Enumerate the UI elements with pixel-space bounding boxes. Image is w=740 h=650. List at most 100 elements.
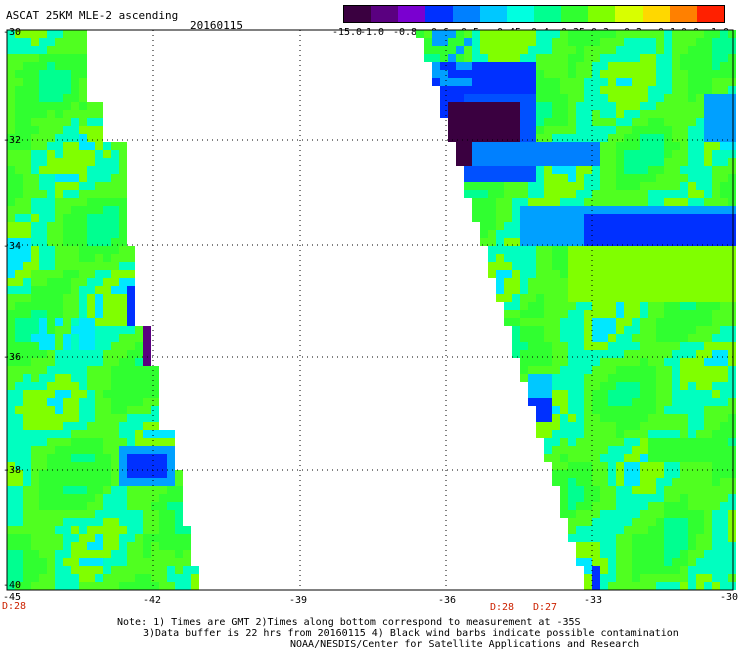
swath-cell: [71, 126, 79, 134]
swath-cell: [680, 30, 688, 38]
swath-cell: [496, 214, 504, 222]
swath-cell: [87, 478, 95, 486]
swath-cell: [488, 182, 496, 190]
swath-cell: [664, 94, 672, 102]
swath-cell: [472, 126, 480, 134]
swath-cell: [143, 350, 151, 358]
swath-cell: [560, 70, 568, 78]
swath-cell: [536, 414, 544, 422]
swath-cell: [520, 334, 528, 342]
swath-cell: [592, 462, 600, 470]
swath-cell: [616, 126, 624, 134]
swath-cell: [680, 558, 688, 566]
swath-cell: [55, 166, 63, 174]
swath-cell: [600, 422, 608, 430]
swath-cell: [496, 150, 504, 158]
swath-cell: [552, 86, 560, 94]
colorbar-swatch: [669, 6, 698, 22]
swath-cell: [47, 102, 55, 110]
swath-cell: [472, 206, 480, 214]
swath-cell: [23, 78, 31, 86]
swath-cell: [608, 574, 616, 582]
swath-cell: [648, 430, 656, 438]
swath-cell: [79, 174, 87, 182]
swath-cell: [39, 270, 47, 278]
swath-cell: [632, 414, 640, 422]
swath-cell: [472, 86, 480, 94]
swath-cell: [664, 438, 672, 446]
swath-cell: [728, 126, 736, 134]
swath-cell: [472, 94, 480, 102]
swath-cell: [151, 470, 159, 478]
swath-cell: [680, 126, 688, 134]
swath-cell: [464, 134, 472, 142]
swath-cell: [664, 86, 672, 94]
swath-cell: [632, 318, 640, 326]
swath-cell: [103, 358, 111, 366]
swath-cell: [528, 310, 536, 318]
swath-cell: [47, 438, 55, 446]
swath-cell: [79, 294, 87, 302]
swath-cell: [712, 374, 720, 382]
swath-cell: [63, 102, 71, 110]
swath-cell: [55, 318, 63, 326]
swath-cell: [512, 54, 520, 62]
swath-cell: [15, 438, 23, 446]
swath-cell: [560, 110, 568, 118]
swath-cell: [7, 470, 15, 478]
swath-cell: [648, 302, 656, 310]
swath-cell: [672, 166, 680, 174]
swath-cell: [512, 70, 520, 78]
swath-cell: [640, 486, 648, 494]
swath-cell: [504, 198, 512, 206]
swath-cell: [79, 78, 87, 86]
swath-cell: [648, 534, 656, 542]
swath-cell: [680, 46, 688, 54]
swath-cell: [680, 150, 688, 158]
swath-cell: [79, 94, 87, 102]
swath-cell: [480, 118, 488, 126]
swath-cell: [568, 422, 576, 430]
swath-cell: [103, 534, 111, 542]
swath-cell: [159, 502, 167, 510]
swath-cell: [648, 222, 656, 230]
swath-cell: [592, 310, 600, 318]
swath-cell: [680, 534, 688, 542]
swath-cell: [656, 438, 664, 446]
swath-cell: [728, 46, 736, 54]
swath-cell: [23, 582, 31, 590]
swath-cell: [79, 246, 87, 254]
swath-cell: [552, 454, 560, 462]
swath-cell: [640, 166, 648, 174]
swath-cell: [7, 550, 15, 558]
swath-cell: [712, 238, 720, 246]
swath-cell: [712, 150, 720, 158]
swath-cell: [528, 254, 536, 262]
swath-cell: [712, 414, 720, 422]
swath-cell: [720, 318, 728, 326]
swath-cell: [15, 358, 23, 366]
swath-cell: [576, 86, 584, 94]
swath-cell: [79, 438, 87, 446]
swath-cell: [552, 182, 560, 190]
swath-cell: [79, 118, 87, 126]
swath-cell: [608, 254, 616, 262]
swath-cell: [143, 558, 151, 566]
swath-cell: [63, 302, 71, 310]
swath-cell: [600, 430, 608, 438]
swath-cell: [712, 574, 720, 582]
swath-cell: [712, 206, 720, 214]
swath-cell: [728, 318, 736, 326]
swath-cell: [103, 398, 111, 406]
swath-cell: [600, 142, 608, 150]
swath-cell: [688, 78, 696, 86]
swath-cell: [31, 126, 39, 134]
swath-cell: [159, 534, 167, 542]
swath-cell: [688, 542, 696, 550]
swath-cell: [520, 214, 528, 222]
swath-cell: [648, 238, 656, 246]
swath-cell: [480, 78, 488, 86]
swath-cell: [664, 430, 672, 438]
swath-cell: [95, 526, 103, 534]
swath-cell: [103, 430, 111, 438]
